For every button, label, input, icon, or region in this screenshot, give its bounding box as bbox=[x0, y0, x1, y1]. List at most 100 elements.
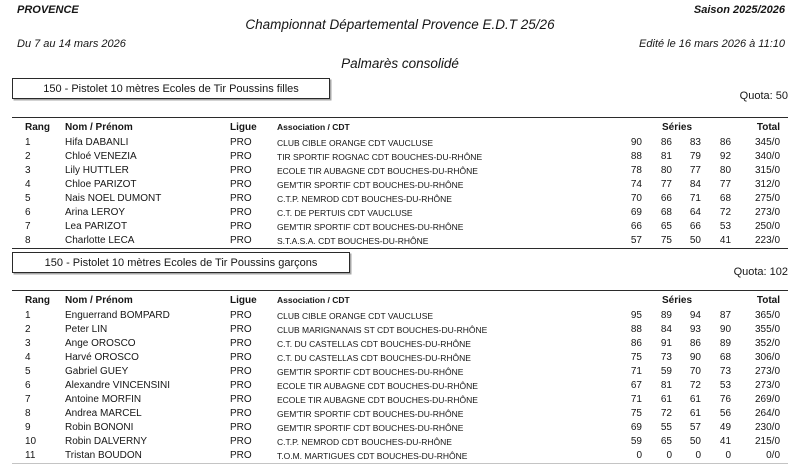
series-4-cell: 87 bbox=[719, 310, 732, 321]
total-cell: 340/0 bbox=[755, 151, 781, 162]
rank-cell: 6 bbox=[25, 380, 31, 391]
rank-cell: 10 bbox=[25, 436, 37, 447]
name-cell: Lea PARIZOT bbox=[65, 221, 128, 232]
association-cell: CLUB CIBLE ORANGE CDT VAUCLUSE bbox=[277, 311, 434, 321]
total-cell: 273/0 bbox=[755, 366, 781, 377]
rank-cell: 5 bbox=[25, 193, 31, 204]
series-4-cell: 92 bbox=[719, 151, 732, 162]
total-cell: 250/0 bbox=[755, 221, 781, 232]
league-cell: PRO bbox=[230, 352, 252, 363]
series-3-cell: 50 bbox=[689, 436, 701, 447]
series-2-cell: 68 bbox=[660, 207, 672, 218]
series-3-cell: 93 bbox=[689, 324, 701, 335]
results-table-garcons: Rang Nom / Prénom Ligue Association / CD… bbox=[12, 290, 789, 464]
column-header-name: Nom / Prénom bbox=[65, 294, 133, 306]
series-2-cell: 61 bbox=[660, 394, 672, 405]
rank-cell: 8 bbox=[25, 408, 31, 419]
association-cell: CLUB CIBLE ORANGE CDT VAUCLUSE bbox=[277, 138, 434, 148]
column-header-name: Nom / Prénom bbox=[65, 121, 133, 133]
series-1-cell: 66 bbox=[630, 221, 642, 232]
edited-timestamp: Edité le 16 mars 2026 à 11:10 bbox=[639, 38, 785, 50]
series-3-cell: 0 bbox=[695, 450, 701, 461]
association-cell: C.T. DE PERTUIS CDT VAUCLUSE bbox=[277, 208, 413, 218]
rank-cell: 1 bbox=[25, 137, 31, 148]
name-cell: Peter LIN bbox=[65, 324, 108, 335]
rank-cell: 7 bbox=[25, 221, 31, 232]
table-row: 7 Lea PARIZOT PRO GEM'TIR SPORTIF CDT BOUCH… bbox=[12, 220, 788, 234]
series-3-cell: 84 bbox=[689, 179, 701, 190]
series-4-cell: 86 bbox=[719, 137, 732, 148]
table-row: 8 Charlotte LECA PRO S.T.A.S.A. CDT BOUCHES… bbox=[12, 234, 788, 249]
series-2-cell: 81 bbox=[660, 151, 672, 162]
league-cell: PRO bbox=[230, 380, 252, 391]
rank-cell: 1 bbox=[25, 310, 31, 321]
name-cell: Arina LEROY bbox=[65, 207, 126, 218]
table-row: 5 Nais NOEL DUMONT PRO C.T.P. NEMROD CDT BO… bbox=[12, 192, 788, 206]
series-1-cell: 70 bbox=[630, 193, 642, 204]
series-3-cell: 61 bbox=[689, 408, 701, 419]
quota-label: Quota: 102 bbox=[733, 266, 788, 278]
total-cell: 273/0 bbox=[755, 207, 781, 218]
section-poussins-filles: 150 - Pistolet 10 mètres Ecoles de Tir P… bbox=[12, 78, 789, 252]
series-2-cell: 80 bbox=[660, 165, 672, 176]
series-2-cell: 65 bbox=[660, 436, 672, 447]
document-title: Championnat Départemental Provence E.D.T… bbox=[245, 17, 555, 32]
association-cell: GEM'TIR SPORTIF CDT BOUCHES-DU-RHÔNE bbox=[277, 409, 464, 419]
series-2-cell: 66 bbox=[660, 193, 672, 204]
series-1-cell: 69 bbox=[630, 422, 642, 433]
column-header-series: Séries bbox=[662, 121, 693, 133]
league-cell: PRO bbox=[230, 450, 252, 461]
league-cell: PRO bbox=[230, 394, 252, 405]
column-header-total: Total bbox=[756, 121, 781, 133]
table-row: 4 Chloe PARIZOT PRO GEM'TIR SPORTIF CDT BOU… bbox=[12, 178, 788, 192]
series-1-cell: 90 bbox=[630, 137, 642, 148]
series-3-cell: 72 bbox=[689, 380, 701, 391]
name-cell: Tristan BOUDON bbox=[65, 450, 142, 461]
series-4-cell: 72 bbox=[719, 207, 732, 218]
name-cell: Chloe PARIZOT bbox=[65, 179, 137, 190]
association-cell: GEM'TIR SPORTIF CDT BOUCHES-DU-RHÔNE bbox=[277, 423, 464, 433]
column-header-rank: Rang bbox=[25, 294, 50, 306]
column-header-rank: Rang bbox=[25, 121, 50, 133]
region-label: PROVENCE bbox=[17, 4, 79, 16]
table-row: 1 Enguerrand BOMPARD PRO CLUB CIBLE ORANGE … bbox=[12, 309, 788, 323]
league-cell: PRO bbox=[230, 324, 252, 335]
league-cell: PRO bbox=[230, 179, 252, 190]
league-cell: PRO bbox=[230, 221, 252, 232]
series-4-cell: 90 bbox=[719, 324, 732, 335]
event-title: 150 - Pistolet 10 mètres Ecoles de Tir P… bbox=[44, 256, 318, 269]
series-4-cell: 53 bbox=[719, 380, 732, 391]
association-cell: C.T. DU CASTELLAS CDT BOUCHES-DU-RHÔNE bbox=[277, 353, 471, 363]
column-header-association: Association / CDT bbox=[277, 295, 350, 305]
date-range: Du 7 au 14 mars 2026 bbox=[17, 38, 126, 50]
total-cell: 273/0 bbox=[755, 380, 781, 391]
series-3-cell: 50 bbox=[689, 235, 701, 246]
name-cell: Lily HUTTLER bbox=[65, 165, 129, 176]
column-header-series: Séries bbox=[662, 294, 693, 306]
total-cell: 223/0 bbox=[755, 235, 781, 246]
rank-cell: 11 bbox=[25, 450, 36, 461]
series-4-cell: 41 bbox=[719, 436, 732, 447]
series-4-cell: 56 bbox=[719, 408, 732, 419]
series-1-cell: 71 bbox=[630, 394, 642, 405]
rank-cell: 4 bbox=[25, 179, 31, 190]
series-2-cell: 86 bbox=[660, 137, 672, 148]
total-cell: 264/0 bbox=[755, 408, 781, 419]
table-row: 5 Gabriel GUEY PRO GEM'TIR SPORTIF CDT BOUC… bbox=[12, 365, 788, 379]
document-subtitle: Palmarès consolidé bbox=[341, 56, 459, 71]
rank-cell: 2 bbox=[25, 151, 31, 162]
series-1-cell: 69 bbox=[630, 207, 642, 218]
series-3-cell: 83 bbox=[689, 137, 701, 148]
series-3-cell: 66 bbox=[689, 221, 701, 232]
table-row: 6 Arina LEROY PRO C.T. DE PERTUIS CDT VAUCL… bbox=[12, 206, 788, 220]
name-cell: Charlotte LECA bbox=[65, 235, 135, 246]
series-4-cell: 73 bbox=[719, 366, 732, 377]
series-1-cell: 71 bbox=[630, 366, 642, 377]
total-cell: 275/0 bbox=[755, 193, 781, 204]
series-3-cell: 90 bbox=[689, 352, 701, 363]
series-3-cell: 70 bbox=[689, 366, 701, 377]
table-header-row: Rang Nom / Prénom Ligue Association / CD… bbox=[12, 118, 788, 137]
series-3-cell: 86 bbox=[689, 338, 701, 349]
league-cell: PRO bbox=[230, 436, 252, 447]
